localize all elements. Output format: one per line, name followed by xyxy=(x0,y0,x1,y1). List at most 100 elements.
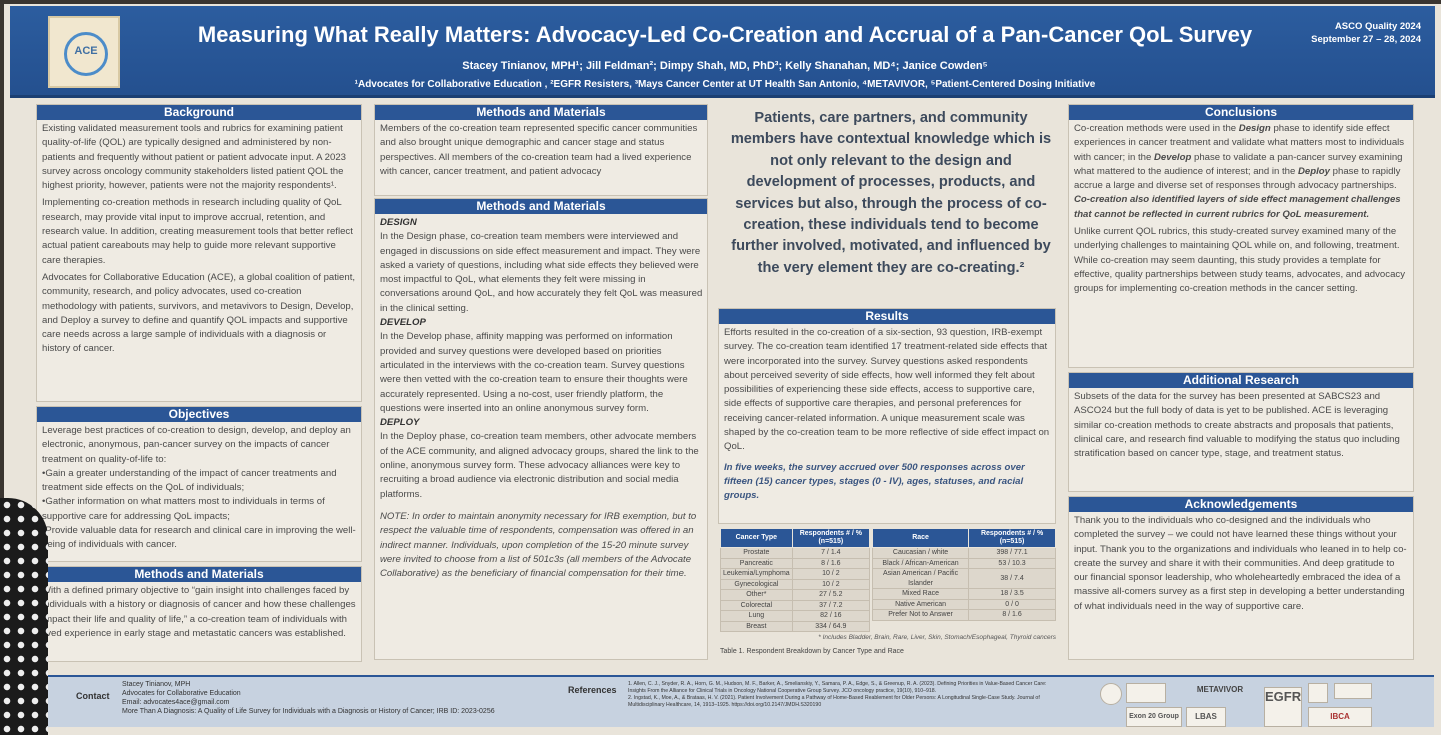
sponsor-egfr: EGFR xyxy=(1264,687,1302,727)
cancer-table-cell: 334 / 64.9 xyxy=(791,620,871,632)
sponsor-exon20: Exon 20 Group xyxy=(1126,707,1182,727)
cancer-table-cell: 7 / 1.4 xyxy=(791,547,871,559)
race-table-cell: 53 / 10.3 xyxy=(968,557,1056,569)
race-table-row: Caucasian / white 398 / 77.1 xyxy=(871,547,1056,559)
cancer-table-cell: Breast xyxy=(720,620,793,632)
race-table-cell: 8 / 1.6 xyxy=(968,609,1056,621)
additional-research-paragraph: Subsets of the data for the survey has b… xyxy=(1074,391,1400,460)
race-table-cell: 398 / 77.1 xyxy=(968,547,1056,559)
affiliations: ¹Advocates for Collaborative Education ,… xyxy=(354,79,1096,90)
cancer-table-row: Prostate 7 / 1.4 xyxy=(720,547,871,559)
race-table-cell: Caucasian / white xyxy=(871,547,970,559)
deploy-paragraph: In the Deploy phase, co-creation team me… xyxy=(380,431,699,500)
results-paragraph-2: In five weeks, the survey accrued over 5… xyxy=(724,461,1025,502)
logo-text: ACE xyxy=(74,45,98,57)
methods-heading-2: Methods and Materials xyxy=(375,105,707,120)
cancer-table-row: Pancreatic 8 / 1.6 xyxy=(720,557,871,569)
results-tables: Cancer Type Respondents # / % (n=515) Pr… xyxy=(718,528,1056,668)
race-table-cell: 38 / 7.4 xyxy=(968,568,1056,589)
acknowledgements-paragraph: Thank you to the individuals who co-desi… xyxy=(1074,515,1407,612)
cancer-table-row: Gynecological 10 / 2 xyxy=(720,578,871,590)
race-table-row: Native American 0 / 0 xyxy=(871,598,1056,610)
background-section: Background Existing validated measuremen… xyxy=(36,104,362,402)
sponsor-metavivor: METAVIVOR xyxy=(1196,685,1244,694)
conclusions-text-a: Co-creation methods were used in the xyxy=(1074,123,1239,134)
cancer-table-cell: 37 / 7.2 xyxy=(791,599,871,611)
race-table-cell: Mixed Race xyxy=(871,588,970,600)
column-2: Methods and Materials Members of the co-… xyxy=(374,104,708,660)
cancer-table-row: Other* 27 / 5.2 xyxy=(720,589,871,601)
conference-name: ASCO Quality 2024 xyxy=(1334,21,1421,32)
author-list: Stacey Tinianov, MPH¹; Jill Feldman²; Di… xyxy=(462,60,988,72)
design-emphasis: Design xyxy=(1238,123,1271,134)
conference-dates: September 27 – 28, 2024 xyxy=(1311,34,1421,45)
cancer-table-row: Lung 82 / 16 xyxy=(720,610,871,622)
cancer-table-cell: 27 / 5.2 xyxy=(791,589,871,601)
poster-header: ACE Measuring What Really Matters: Advoc… xyxy=(10,6,1435,98)
methods-heading-1: Methods and Materials xyxy=(37,567,361,582)
background-paragraph-2: Implementing co-creation methods in rese… xyxy=(42,197,353,266)
compensation-note: NOTE: In order to maintain anonymity nec… xyxy=(380,510,697,580)
logo-circle-icon xyxy=(64,32,108,76)
sponsor-lbas: LBAS xyxy=(1186,707,1226,727)
additional-research-section: Additional Research Subsets of the data … xyxy=(1068,372,1414,492)
acknowledgements-heading: Acknowledgements xyxy=(1069,497,1413,512)
poster-title: Measuring What Really Matters: Advocacy-… xyxy=(197,22,1253,47)
develop-subheading: DEVELOP xyxy=(380,317,426,329)
sponsor-logo-small-icon xyxy=(1334,683,1372,699)
cancer-table-cell: Gynecological xyxy=(720,578,793,590)
sponsor-seal-icon xyxy=(1100,683,1122,705)
race-table-cell: Native American xyxy=(871,598,970,610)
column-4: Conclusions Co-creation methods were use… xyxy=(1068,104,1414,660)
develop-emphasis: Develop xyxy=(1154,151,1192,163)
sponsor-logo-red-icon xyxy=(1126,683,1166,703)
methods-paragraph-1: With a defined primary objective to “gai… xyxy=(42,585,356,639)
background-heading: Background xyxy=(37,105,361,120)
ace-logo: ACE xyxy=(48,16,120,88)
conclusions-text-c: phase to validate a pan-cancer survey ex… xyxy=(1074,151,1403,177)
cancer-table-cell: 8 / 1.6 xyxy=(791,557,871,569)
methods-heading-3: Methods and Materials xyxy=(375,199,707,214)
results-heading: Results xyxy=(719,309,1055,324)
race-table-row: Prefer Not to Answer 8 / 1.6 xyxy=(871,609,1056,621)
acknowledgements-section: Acknowledgements Thank you to the indivi… xyxy=(1068,496,1414,660)
methods-section-2: Methods and Materials Members of the co-… xyxy=(374,104,708,196)
race-table-row: Black / African-American 53 / 10.3 xyxy=(871,557,1056,569)
cancer-table-cell: Pancreatic xyxy=(720,557,793,569)
race-table-cell: Asian American / Pacific Islander xyxy=(871,568,970,589)
poster: ACE Measuring What Really Matters: Advoc… xyxy=(4,4,1441,735)
conclusions-text-d: phase to rapidly accrue a large and dive… xyxy=(1074,165,1401,192)
contact-email: Email: advocates4ace@gmail.com xyxy=(122,699,230,706)
methods-section-3: Methods and Materials DESIGN In the Desi… xyxy=(374,198,708,660)
conclusions-section: Conclusions Co-creation methods were use… xyxy=(1068,104,1414,368)
design-subheading: DESIGN xyxy=(380,217,417,228)
race-table-row: Asian American / Pacific Islander 38 / 7.… xyxy=(871,568,1056,589)
objectives-bullet-3: •Provide valuable data for research and … xyxy=(42,525,356,551)
background-paragraph-1: Existing validated measurement tools and… xyxy=(42,123,347,192)
sponsor-logo-figure-icon xyxy=(1308,683,1328,703)
cancer-table-cell: Lung xyxy=(720,610,793,622)
race-table-cell: 18 / 3.5 xyxy=(968,588,1056,600)
column-1: Background Existing validated measuremen… xyxy=(36,104,362,662)
background-paragraph-3: Advocates for Collaborative Education (A… xyxy=(42,271,356,355)
methods-section-1: Methods and Materials With a defined pri… xyxy=(36,566,362,662)
results-section: Results Efforts resulted in the co-creat… xyxy=(718,308,1056,524)
additional-research-heading: Additional Research xyxy=(1069,373,1413,388)
methods-paragraph-2: Members of the co-creation team represen… xyxy=(380,123,698,177)
conclusions-highlight: Co-creation also identified layers of si… xyxy=(1074,194,1401,220)
reference-1: 1. Allen, C. J., Snyder, R. A., Horn, G.… xyxy=(628,681,1047,694)
cancer-table-row: Colorectal 37 / 7.2 xyxy=(720,599,871,611)
contact-org: Advocates for Collaborative Education xyxy=(122,690,241,697)
table-caption: Table 1. Respondent Breakdown by Cancer … xyxy=(720,648,904,655)
cancer-table-cell: 82 / 16 xyxy=(791,610,871,622)
references-block: 1. Allen, C. J., Snyder, R. A., Horn, G.… xyxy=(628,681,1048,709)
race-respondents-header: Respondents # / % (n=515) xyxy=(968,528,1056,548)
poster-footer: Contact Stacey Tinianov, MPH Advocates f… xyxy=(44,675,1434,727)
objectives-bullet-2: •Gather information on what matters most… xyxy=(42,496,325,522)
cancer-table-cell: Leukemia/Lymphoma xyxy=(720,568,793,580)
conclusions-text-b: phase to identify side effect experience… xyxy=(1074,123,1405,163)
conclusions-heading: Conclusions xyxy=(1069,105,1413,120)
objectives-section: Objectives Leverage best practices of co… xyxy=(36,406,362,562)
conference-info: ASCO Quality 2024 September 27 – 28, 202… xyxy=(1311,20,1421,46)
references-label: References xyxy=(568,685,617,695)
